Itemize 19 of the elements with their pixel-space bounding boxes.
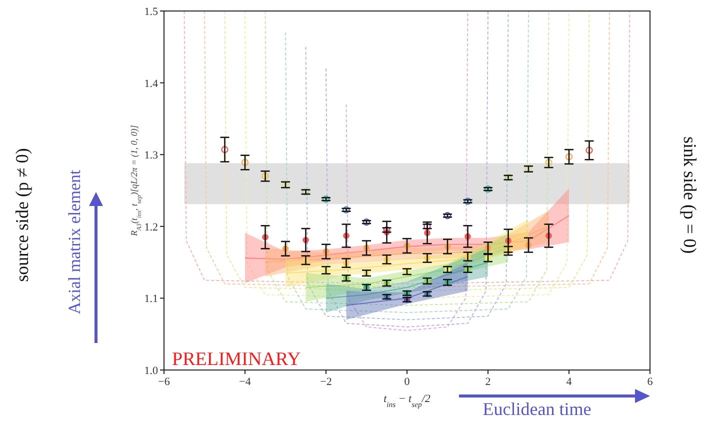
annotation: PRELIMINARY <box>172 349 302 370</box>
text: Euclidean time <box>482 399 592 419</box>
text: Axial matrix element <box>65 170 84 314</box>
x-tick-label: 6 <box>647 376 654 388</box>
x-axis-title: t$_{ins}$ − t$_{sep}$/2 <box>384 393 431 408</box>
x-tick-label: 2 <box>485 376 491 388</box>
x-tick-label: 4 <box>566 376 572 388</box>
y-tick-label: 1.3 <box>144 150 158 162</box>
y-tick-label: 1.5 <box>144 6 158 18</box>
y-tick-label: 1.1 <box>144 293 158 306</box>
y-tick-label: 1.2 <box>144 221 158 234</box>
x-tick-label: 0 <box>404 376 410 388</box>
x-tick-label: −6 <box>158 376 170 388</box>
x-tick-label: −2 <box>320 376 332 388</box>
source-note: source side (p ≠ 0) <box>12 148 32 282</box>
text: sink side (p = 0) <box>680 136 700 254</box>
y-tick-label: 1.4 <box>144 78 158 90</box>
y-tick-label: 1.0 <box>144 365 158 377</box>
x-tick-label: −4 <box>239 376 252 388</box>
